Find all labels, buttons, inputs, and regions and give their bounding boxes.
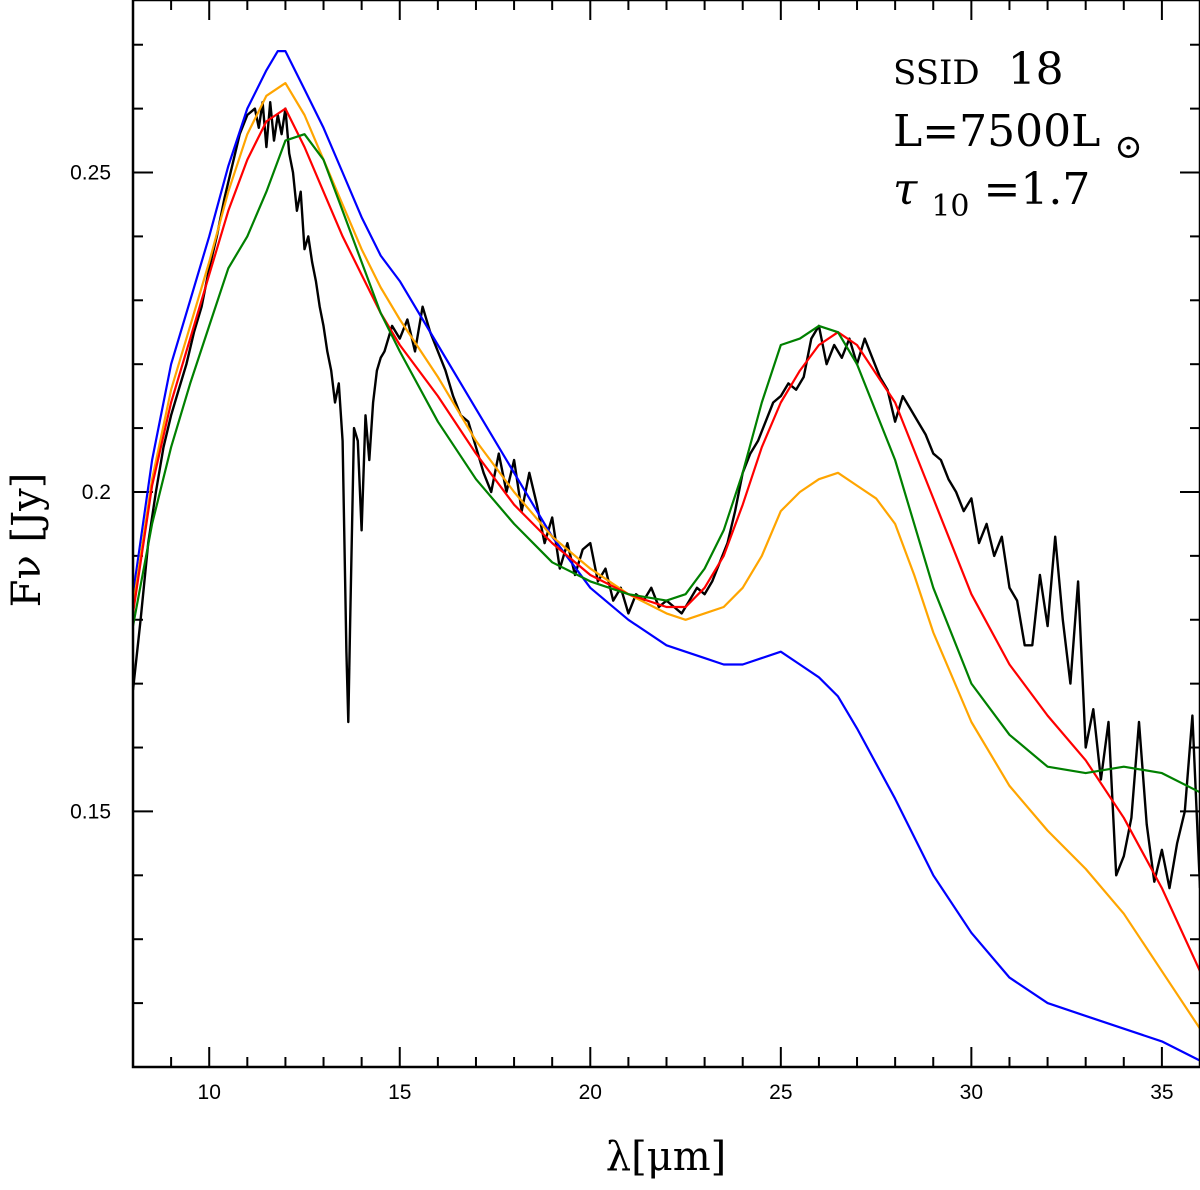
series-line-model-orange	[133, 81, 1200, 1030]
annotation-luminosity: L=7500L ⊙	[893, 106, 1143, 167]
series-line-model-blue	[133, 49, 1200, 1062]
x-axis-title: λ[μm]	[606, 1134, 727, 1180]
series-line-model-green	[133, 133, 1200, 794]
annotation-source-prefix: SSID	[893, 53, 980, 93]
plot-frame	[131, 0, 1200, 1069]
annotation-source-number: 18	[1008, 44, 1064, 95]
series-layer	[133, 49, 1200, 1062]
x-tick-label: 25	[769, 1081, 792, 1104]
sun-symbol: ⊙	[1114, 127, 1143, 167]
annotation-tau: τ 10 =1.7	[893, 164, 1090, 227]
annotation-luminosity-text: L=7500L	[893, 106, 1100, 157]
annotation-source: SSID 18	[893, 44, 1064, 95]
x-tick-label: 30	[960, 1081, 983, 1104]
y-tick-label: 0.15	[70, 800, 111, 823]
tau-subscript: 10	[931, 189, 969, 224]
y-tick-label: 0.25	[70, 162, 111, 185]
x-tick-label: 20	[579, 1081, 602, 1104]
series-line-model-red	[133, 107, 1200, 972]
y-tick-label: 0.2	[82, 481, 111, 504]
axis-ticks	[132, 0, 1200, 1068]
tick-labels: 10 15 20 25 30 35 0.15 0.2 0.25	[70, 162, 1173, 1104]
y-axis-title: Fν [Jy]	[4, 473, 50, 608]
series-line-observed	[133, 100, 1200, 890]
x-tick-label: 35	[1150, 1081, 1173, 1104]
tau-value: =1.7	[984, 164, 1091, 215]
x-tick-label: 15	[388, 1081, 411, 1104]
tau-symbol: τ	[893, 164, 918, 215]
x-tick-label: 10	[198, 1081, 221, 1104]
